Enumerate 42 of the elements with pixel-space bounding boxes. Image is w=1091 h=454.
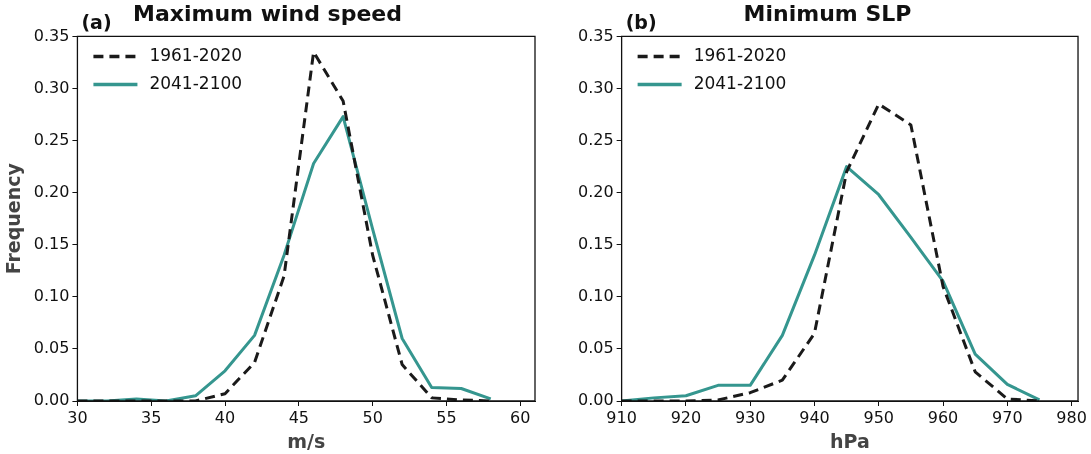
y-tick-label: 0.05	[578, 338, 614, 358]
y-tick-label: 0.10	[578, 285, 614, 305]
y-tick-label: 0.05	[33, 338, 70, 358]
y-tick-label: 0.00	[578, 390, 614, 410]
x-tick-label: 35	[141, 407, 162, 427]
legend-label: 1961-2020	[149, 44, 243, 65]
x-tick-label: 910	[606, 407, 637, 427]
x-tick-label: 40	[214, 407, 236, 427]
y-tick-label: 0.00	[33, 390, 70, 410]
y-tick-label: 0.15	[33, 233, 70, 253]
y-tick-label: 0.30	[578, 77, 614, 97]
y-axis-title: Frequency	[2, 162, 25, 275]
text: (b)	[625, 10, 657, 33]
legend-label: 2041-2100	[693, 72, 787, 93]
y-tick-label: 0.30	[33, 77, 70, 97]
x-tick-label: 950	[863, 407, 895, 427]
legend-label: 1961-2020	[693, 44, 787, 65]
x-axis-title: m/s	[287, 429, 326, 452]
x-tick-label: 50	[362, 407, 383, 427]
y-tick-label: 0.25	[578, 129, 614, 149]
y-tick-label: 0.35	[578, 25, 614, 45]
x-tick-label: 940	[799, 407, 830, 427]
x-axis-title: hPa	[829, 429, 870, 452]
x-tick-label: 930	[734, 407, 766, 427]
chart-title: Minimum SLP	[743, 0, 912, 26]
x-tick-label: 60	[510, 407, 531, 427]
x-tick-label: 920	[670, 407, 702, 427]
text: (a)	[81, 10, 112, 33]
x-tick-label: 30	[67, 407, 88, 427]
y-tick-label: 0.10	[33, 285, 70, 305]
x-tick-label: 980	[1056, 407, 1087, 427]
x-tick-label: 55	[436, 407, 457, 427]
legend-label: 2041-2100	[149, 72, 243, 93]
y-tick-label: 0.20	[578, 181, 614, 201]
y-tick-label: 0.25	[33, 129, 70, 149]
x-tick-label: 960	[927, 407, 959, 427]
y-tick-label: 0.20	[33, 181, 70, 201]
y-tick-label: 0.35	[33, 25, 70, 45]
y-tick-label: 0.15	[578, 233, 614, 253]
x-tick-label: 970	[992, 407, 1023, 427]
chart-title: Maximum wind speed	[132, 0, 403, 26]
x-tick-label: 45	[288, 407, 310, 427]
